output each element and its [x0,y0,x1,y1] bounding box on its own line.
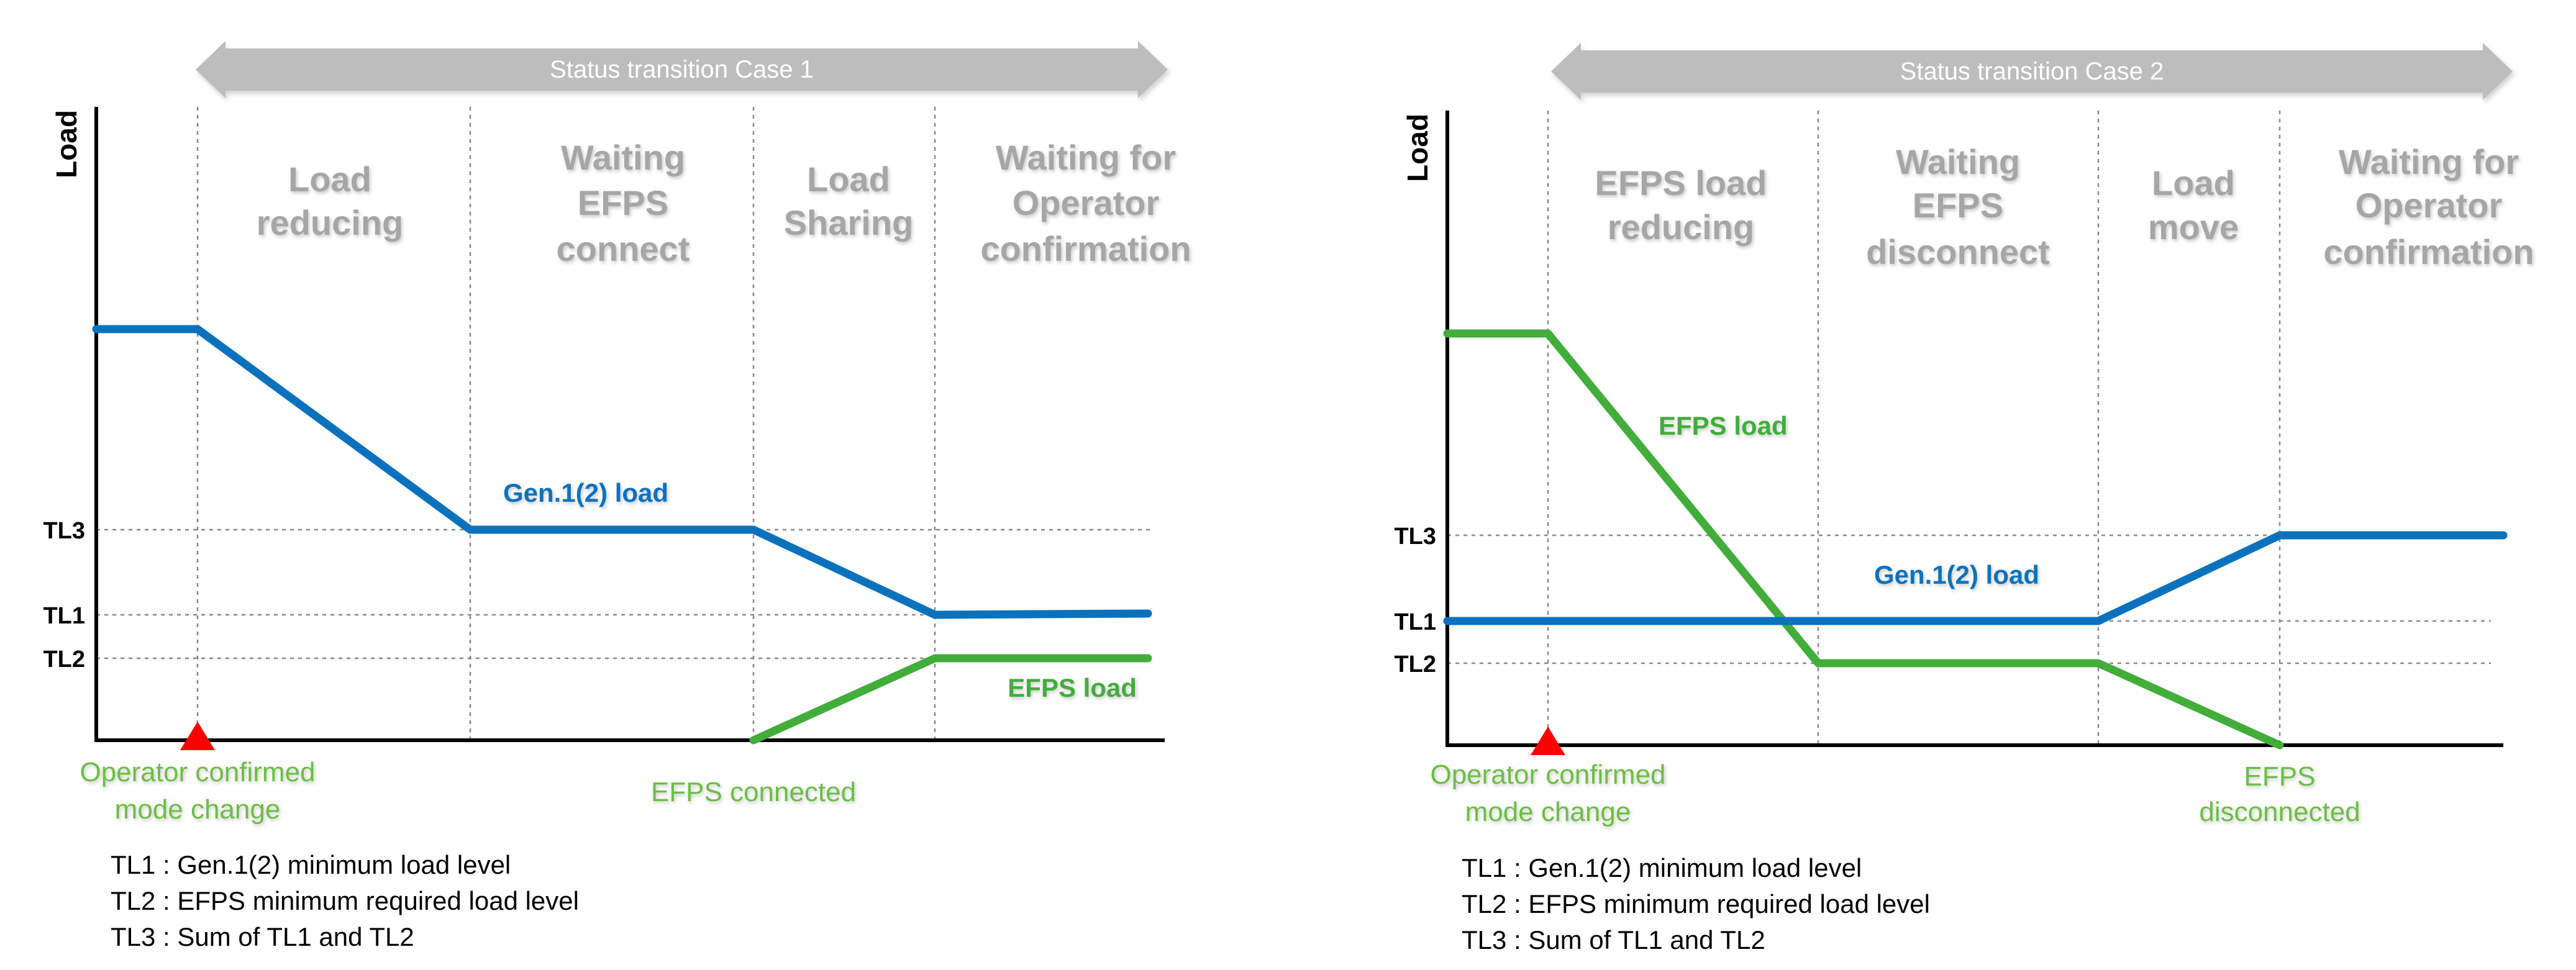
phase-title-line: disconnect [1866,232,2050,271]
case-1-diagram: Status transition Case 1 Load TL3 TL1 TL2 Loa… [43,41,1191,951]
efps-event-label: EFPS connected [651,777,856,807]
level-label-tl3: TL3 [1394,524,1436,550]
efps-load-line [749,654,1152,745]
operator-event-label: Operator confirmed [1430,759,1665,790]
operator-marker-icon [180,722,215,750]
legend-line: TL2 : EFPS minimum required load level [1462,889,1930,918]
phase-title-line: reducing [257,203,403,242]
level-label-tl2: TL2 [43,646,85,673]
phase-title-line: Load [288,160,371,199]
legend-line: TL3 : Sum of TL1 and TL2 [1462,925,1765,954]
phase-title-line: EFPS load [1595,163,1767,202]
gen-load-line [92,325,1152,619]
phase-title-line: move [2148,207,2239,247]
efps-load-line [1443,329,2284,750]
banner-arrow [196,41,1168,98]
legend-line: TL2 : EFPS minimum required load level [111,886,579,915]
phase-title-line: Load [2152,163,2235,202]
gen-load-label: Gen.1(2) load [503,478,668,507]
phase-title-line: Operator [1013,183,1160,222]
phase-title-line: reducing [1608,207,1754,247]
banner-title: Status transition Case 2 [1900,58,2164,85]
legend-line: TL1 : Gen.1(2) minimum load level [1462,853,1862,882]
phase-title-line: confirmation [2323,232,2534,271]
legend-line: TL3 : Sum of TL1 and TL2 [111,922,414,951]
level-label-tl1: TL1 [1394,609,1436,635]
case-2-diagram: Status transition Case 2 Load TL3 TL1 TL2 EFP… [1394,43,2534,954]
efps-event-label: disconnected [2199,797,2360,827]
level-label-tl3: TL3 [43,518,85,544]
phase-title-line: Sharing [784,203,913,242]
operator-marker-icon [1531,727,1565,755]
phase-title-line: Waiting for [996,138,1176,177]
efps-load-label: EFPS load [1008,673,1137,702]
operator-event-label: mode change [115,794,281,825]
phase-title-line: Load [807,160,890,199]
efps-load-label: EFPS load [1659,411,1788,440]
phase-title-line: Waiting [1896,142,2020,181]
banner-arrow [1551,43,2513,100]
level-label-tl1: TL1 [43,603,85,629]
phase-title-line: Waiting [561,138,685,177]
phase-title-line: connect [557,229,690,268]
phase-title-line: confirmation [980,229,1191,268]
gen-load-line [1443,531,2508,625]
level-label-tl2: TL2 [1394,651,1436,678]
legend-line: TL1 : Gen.1(2) minimum load level [111,850,511,879]
gen-load-label: Gen.1(2) load [1874,560,2039,589]
phase-title-line: EFPS [578,183,668,222]
efps-event-label: EFPS [2244,761,2316,792]
operator-event-label: mode change [1465,797,1631,827]
operator-event-label: Operator confirmed [80,757,315,787]
phase-title-line: Waiting for [2339,142,2519,181]
banner-title: Status transition Case 1 [550,56,814,83]
axis-label-load: Load [50,110,83,178]
phase-title-line: Operator [2355,186,2503,225]
phase-title-line: EFPS [1913,186,2003,225]
axis-label-load: Load [1401,114,1434,182]
